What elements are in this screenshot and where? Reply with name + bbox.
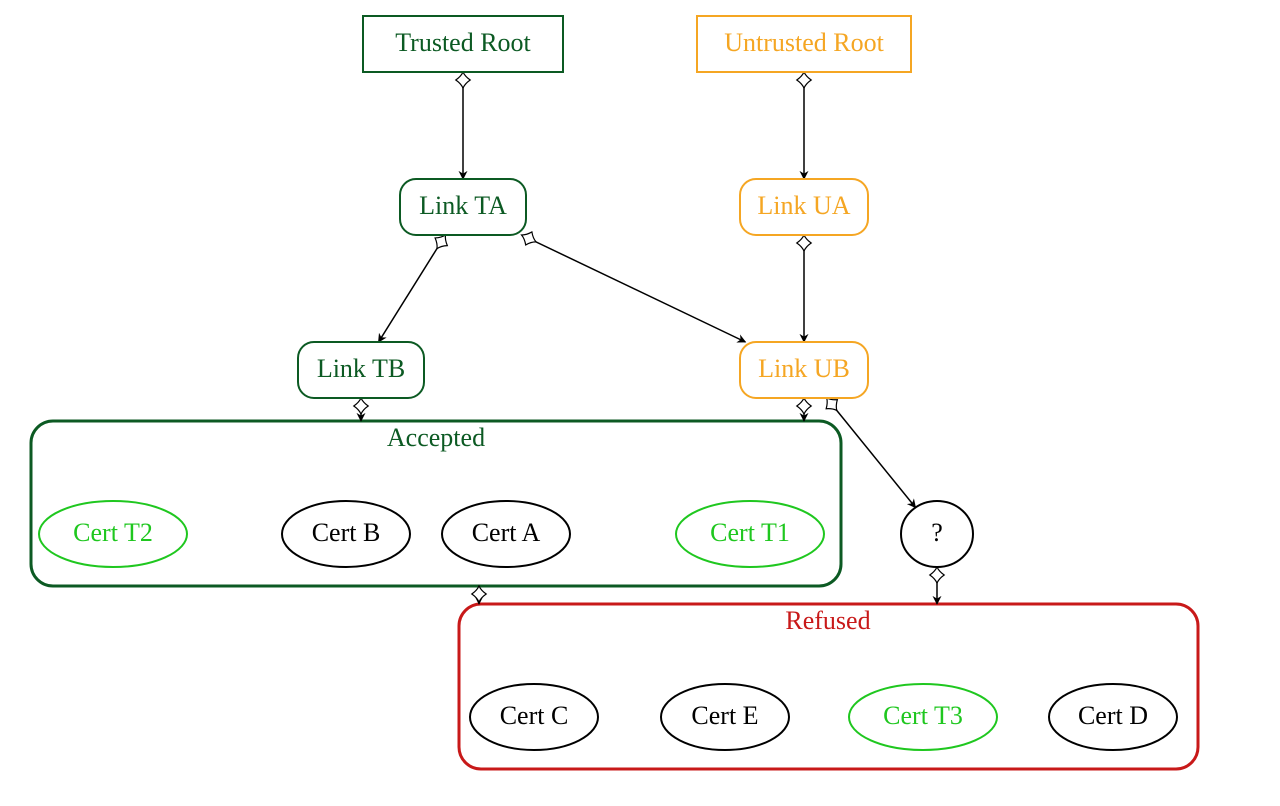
node-trusted_root: Trusted Root: [363, 16, 563, 72]
node-link_ub: Link UB: [740, 342, 868, 398]
node-cert_t2: Cert T2: [39, 501, 187, 567]
edge-link_ta-link_ub: [522, 235, 746, 342]
refused-label: Refused: [785, 606, 870, 635]
edge-tail-link_ta-link_tb: [435, 235, 447, 249]
node-link_ua: Link UA: [740, 179, 868, 235]
edge-tail-link_ua-link_ub: [797, 235, 811, 251]
edge-tail-link_tb-accepted: [354, 398, 368, 414]
node-label-cert_b: Cert B: [312, 518, 381, 547]
node-label-q: ?: [931, 518, 943, 547]
node-cert_a: Cert A: [442, 501, 570, 567]
node-cert_e: Cert E: [661, 684, 789, 750]
node-label-link_tb: Link TB: [317, 354, 405, 383]
edge-tail-untrusted_root-link_ua: [797, 72, 811, 88]
node-cert_b: Cert B: [282, 501, 410, 567]
node-untrusted_root: Untrusted Root: [697, 16, 911, 72]
node-link_ta: Link TA: [400, 179, 526, 235]
edge-tail-accepted-refused: [472, 586, 486, 602]
node-label-untrusted_root: Untrusted Root: [724, 28, 884, 57]
node-label-trusted_root: Trusted Root: [395, 28, 531, 57]
node-cert_d: Cert D: [1049, 684, 1177, 750]
node-q: ?: [901, 501, 973, 567]
edge-tail-trusted_root-link_ta: [456, 72, 470, 88]
edge-link_ta-link_tb: [379, 235, 446, 342]
edge-tail-q-refused: [930, 567, 944, 583]
node-label-link_ua: Link UA: [757, 191, 850, 220]
node-label-cert_a: Cert A: [472, 518, 541, 547]
node-label-link_ub: Link UB: [758, 354, 850, 383]
node-label-cert_t1: Cert T1: [710, 518, 790, 547]
node-cert_t1: Cert T1: [676, 501, 824, 567]
edge-tail-link_ta-link_ub: [522, 232, 536, 245]
accepted-label: Accepted: [387, 423, 485, 452]
node-label-cert_t2: Cert T2: [73, 518, 153, 547]
node-link_tb: Link TB: [298, 342, 424, 398]
edge-tail-link_ub-accepted: [797, 398, 811, 414]
node-cert_c: Cert C: [470, 684, 598, 750]
node-label-cert_e: Cert E: [691, 701, 758, 730]
edge-tail-link_ub-q: [826, 398, 837, 410]
node-cert_t3: Cert T3: [849, 684, 997, 750]
node-label-cert_c: Cert C: [500, 701, 569, 730]
node-label-cert_d: Cert D: [1078, 701, 1148, 730]
node-label-link_ta: Link TA: [419, 191, 507, 220]
edges-layer: [354, 72, 944, 604]
node-label-cert_t3: Cert T3: [883, 701, 963, 730]
